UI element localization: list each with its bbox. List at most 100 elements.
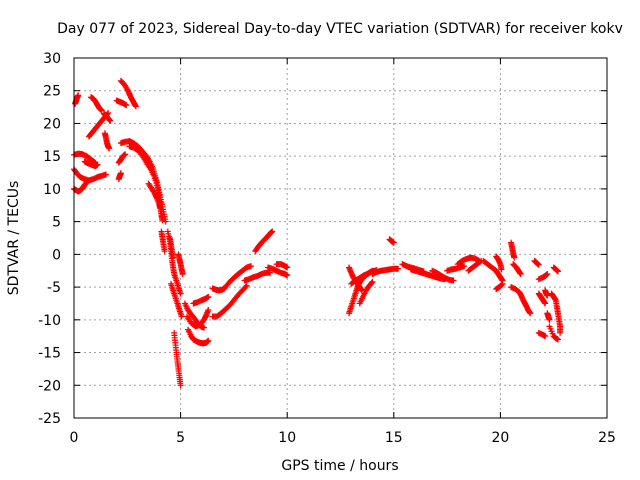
data-point-plus [177, 290, 184, 297]
data-point-plus [98, 107, 105, 114]
series-arc-48 [493, 280, 506, 293]
y-tick-label: -20 [38, 378, 61, 394]
x-tick-label: 15 [385, 430, 403, 446]
series-arc-53 [535, 271, 551, 283]
series-arc-28 [209, 282, 250, 320]
series-arc-55 [535, 329, 549, 340]
y-tick-label: 30 [43, 51, 61, 67]
data-point-plus [159, 217, 166, 224]
data-point-plus [535, 261, 542, 268]
data-point-plus [395, 265, 402, 272]
series-arc-13 [115, 151, 129, 166]
data-point-plus [546, 316, 553, 323]
data-point-plus [527, 310, 534, 317]
data-point-plus [554, 268, 561, 275]
data-point-plus [179, 271, 186, 277]
series-arc-43 [444, 263, 468, 274]
series-arc-1 [72, 92, 82, 107]
data-point-plus [390, 239, 397, 246]
y-tick-label: 10 [43, 182, 61, 198]
series-arc-30 [241, 269, 274, 284]
data-point-plus [161, 248, 168, 255]
y-tick-label: -5 [47, 280, 61, 296]
series-arc-29 [222, 263, 254, 291]
series-arc-3 [71, 166, 109, 184]
y-tick-label: -25 [38, 411, 61, 427]
series-arc-27 [209, 285, 228, 294]
data-point-plus [368, 279, 375, 286]
series-arc-21 [168, 280, 185, 320]
series-arc-52 [531, 257, 542, 268]
data-point-plus [369, 278, 376, 285]
data-point-plus [122, 151, 129, 158]
data-point-plus [117, 170, 124, 177]
data-point-plus [284, 272, 291, 279]
series-arc-10 [113, 97, 130, 109]
series-arc-50 [508, 284, 534, 317]
series-arc-33 [273, 261, 291, 271]
series-arc-9 [100, 110, 114, 124]
data-point-plus [544, 292, 551, 299]
x-tick-label: 25 [598, 430, 616, 446]
data-point-plus [554, 336, 561, 343]
series-arc-20 [175, 251, 186, 277]
series-arc-26 [190, 293, 212, 307]
y-axis-ticks: 30 25 20 15 10 5 0 -5 -10 -15 -20 -25 [38, 51, 607, 427]
data-point-plus [243, 282, 250, 289]
data-point-plus [557, 329, 564, 336]
chart-title: Day 077 of 2023, Sidereal Day-to-day VTE… [57, 21, 623, 37]
series-arc-37 [356, 278, 376, 307]
x-axis-title: GPS time / hours [281, 458, 398, 474]
data-point-plus [205, 337, 212, 344]
data-series [71, 77, 564, 389]
y-tick-label: 20 [43, 116, 61, 132]
data-point-plus [242, 283, 249, 290]
data-point-plus [247, 263, 254, 270]
series-arc-40 [399, 261, 427, 275]
series-arc-25 [181, 300, 208, 331]
data-point-plus [102, 171, 109, 178]
x-tick-label: 10 [278, 430, 296, 446]
series-arc-19 [166, 235, 177, 261]
series-arc-16 [145, 180, 166, 224]
series-arc-8 [101, 130, 113, 152]
series-arc-22 [171, 329, 184, 389]
series-arc-60 [550, 264, 561, 275]
series-arc-5 [81, 158, 101, 169]
data-point-plus [517, 271, 524, 277]
x-axis-ticks: 0 5 10 15 20 25 [70, 58, 616, 446]
data-point-plus [107, 117, 114, 124]
data-point-plus [177, 382, 184, 389]
y-axis-title: SDTVAR / TECUs [6, 181, 22, 296]
series-arc-57 [544, 310, 553, 323]
series-arc-32 [265, 264, 291, 279]
series-arc-45 [465, 257, 485, 274]
data-point-plus [450, 277, 457, 284]
data-point-plus [542, 300, 549, 307]
series-arc-54 [535, 290, 549, 307]
data-point-plus [493, 286, 500, 293]
data-point-plus [461, 263, 468, 270]
y-tick-label: 15 [43, 149, 61, 165]
y-tick-label: 25 [43, 84, 61, 100]
data-point-plus [511, 254, 518, 261]
series-arc-11 [117, 77, 139, 110]
data-point-plus [205, 307, 212, 313]
data-point-plus [170, 254, 177, 261]
data-point-plus [205, 293, 212, 300]
x-tick-label: 5 [176, 430, 185, 446]
data-point-plus [132, 103, 139, 110]
series-arc-56 [542, 287, 551, 299]
series-arc-49 [508, 239, 518, 261]
data-point-plus [201, 324, 208, 331]
series-arc-46 [480, 257, 506, 284]
y-tick-label: -15 [38, 346, 61, 362]
grid [74, 58, 607, 418]
series-arc-14 [115, 170, 124, 183]
data-point-plus [269, 228, 276, 235]
data-point-plus [94, 161, 101, 168]
data-point-plus [138, 151, 145, 158]
series-arc-38 [369, 265, 402, 277]
plot-frame [73, 57, 608, 419]
